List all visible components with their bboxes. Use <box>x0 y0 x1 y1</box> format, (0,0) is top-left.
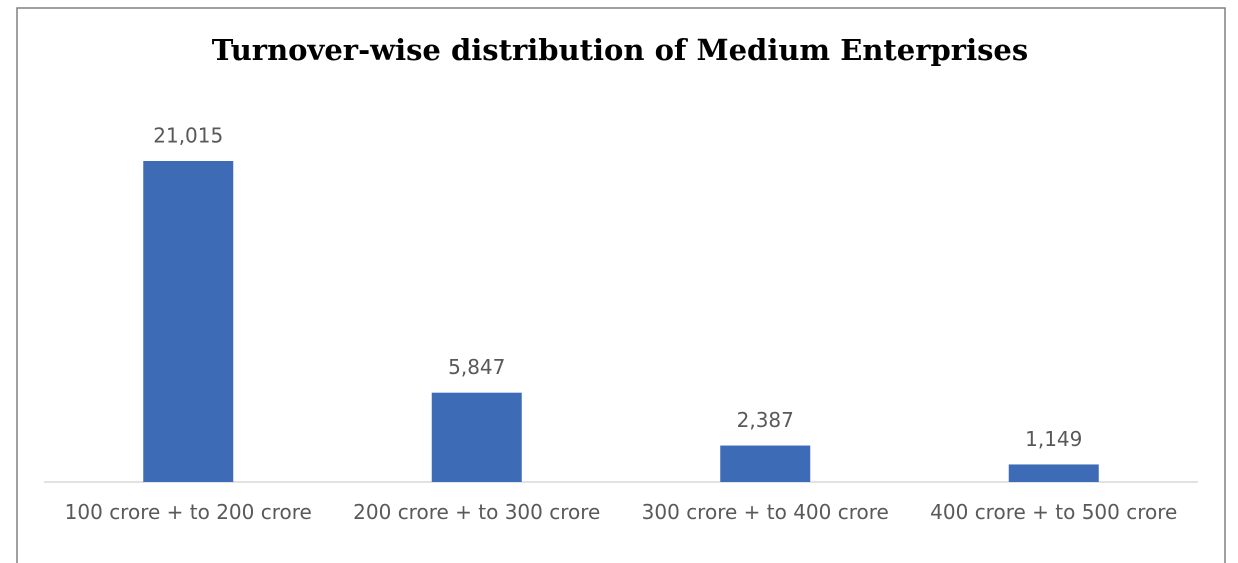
value-label: 1,149 <box>1025 427 1082 451</box>
bar <box>431 392 522 482</box>
value-label: 2,387 <box>737 408 794 432</box>
x-tick-label: 300 crore + to 400 crore <box>641 500 889 524</box>
x-tick-label: 200 crore + to 300 crore <box>353 500 601 524</box>
bar <box>1008 464 1099 482</box>
bar <box>720 445 811 482</box>
x-tick-label: 100 crore + to 200 crore <box>64 500 312 524</box>
x-tick-label: 400 crore + to 500 crore <box>930 500 1178 524</box>
bar <box>143 161 234 482</box>
value-label: 21,015 <box>153 124 223 148</box>
value-label: 5,847 <box>448 355 505 379</box>
chart-title: Turnover-wise distribution of Medium Ent… <box>212 33 1028 67</box>
